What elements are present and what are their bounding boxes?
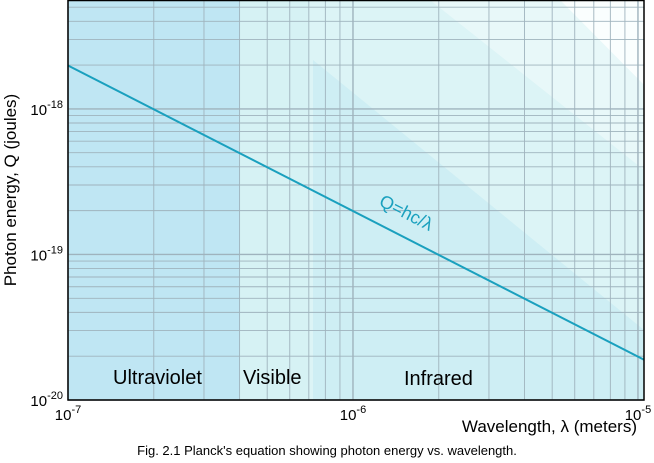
y-tick-label: 10-18 <box>30 99 63 119</box>
y-tick-label: 10-20 <box>30 390 63 410</box>
region-band-visible <box>239 0 309 400</box>
y-axis-label: Photon energy, Q (joules) <box>1 94 20 286</box>
x-tick-label: 10-5 <box>625 404 651 424</box>
y-tick-label: 10-19 <box>30 244 63 264</box>
region-labels: Ultraviolet Visible Infrared <box>113 367 473 390</box>
axes-box <box>67 0 645 401</box>
region-label-infrared: Infrared <box>404 368 473 390</box>
series-group <box>68 64 644 361</box>
series-line <box>68 64 644 361</box>
upper-shade <box>430 0 644 170</box>
infrared-shade <box>313 60 644 400</box>
figure-caption: Fig. 2.1 Planck's equation showing photo… <box>137 443 517 458</box>
plot-frame <box>67 0 645 401</box>
y-tick-labels: 10-20 10-19 10-18 <box>30 99 63 410</box>
region-label-ultraviolet: Ultraviolet <box>113 367 202 389</box>
x-tick-label: 10-6 <box>340 404 366 424</box>
x-tick-labels: 10-7 10-6 10-5 <box>55 404 651 424</box>
x-tick-label: 10-7 <box>55 404 81 424</box>
region-label-visible: Visible <box>243 367 302 389</box>
x-axis-label: Wavelength, λ (meters) <box>462 417 637 436</box>
